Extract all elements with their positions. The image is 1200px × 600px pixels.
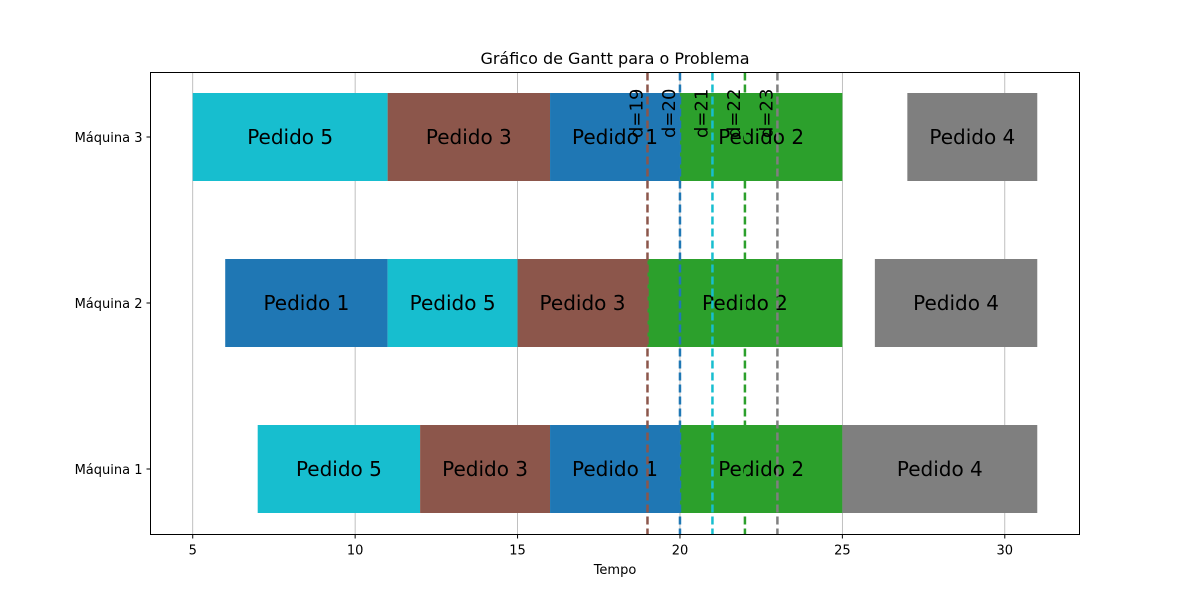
gantt-bar [907, 93, 1038, 181]
gantt-bar [874, 259, 1038, 347]
gantt-bar-label: Pedido 5 [296, 457, 382, 481]
deadline-label: d=21 [691, 89, 712, 138]
bar-layer: Pedido 5 Pedido 3 Pedido 1 Pedido 2 Pedido 4… [192, 93, 1038, 513]
gantt-bar-label: Pedido 4 [913, 291, 999, 315]
x-tick-label: 10 [347, 544, 364, 559]
gantt-bar-label: Pedido 1 [572, 457, 658, 481]
gantt-bar-label: Pedido 3 [442, 457, 528, 481]
gantt-bar-label: Pedido 4 [897, 457, 983, 481]
gantt-bar-label: Pedido 5 [410, 291, 496, 315]
gantt-bar-label: Pedido 1 [263, 291, 349, 315]
x-tick-label: 15 [509, 544, 526, 559]
gantt-bar [842, 425, 1038, 513]
x-tick-label: 25 [834, 544, 851, 559]
gantt-bar [192, 93, 388, 181]
gantt-bar [387, 259, 518, 347]
x-tick-label: 5 [189, 544, 197, 559]
deadline-label: d=19 [626, 89, 647, 138]
gantt-bar [225, 259, 388, 347]
x-tick-label: 30 [997, 544, 1014, 559]
deadline-label: d=22 [724, 89, 745, 138]
x-tick-label: 20 [672, 544, 689, 559]
gantt-bar-label: Pedido 3 [540, 291, 626, 315]
deadline-layer: d=19 d=20 d=21 d=22 d=23 [626, 72, 779, 535]
x-axis-label: Tempo [593, 563, 637, 578]
gantt-bar-label: Pedido 2 [718, 125, 804, 149]
chart-title: Gráfico de Gantt para o Problema [480, 49, 749, 68]
gantt-bar [550, 93, 680, 181]
gantt-bar-label: Pedido 4 [929, 125, 1015, 149]
gantt-bar [387, 93, 551, 181]
gantt-bar [679, 93, 843, 181]
gantt-bar [517, 259, 648, 347]
y-tick-label: Máquina 2 [75, 297, 143, 312]
gantt-bar-label: Pedido 5 [247, 125, 333, 149]
axis-layer: 5 10 15 20 25 30 Máquina 1 Máquina 2 Máquina 3 [75, 131, 1013, 559]
deadline-label: d=20 [659, 89, 680, 138]
gantt-bar [679, 425, 843, 513]
gantt-bar [420, 425, 551, 513]
gantt-bar [257, 425, 421, 513]
y-tick-label: Máquina 1 [75, 463, 143, 478]
y-tick-label: Máquina 3 [75, 131, 143, 146]
gantt-bar-label: Pedido 1 [572, 125, 658, 149]
gantt-bar [550, 425, 680, 513]
deadline-label: d=23 [756, 89, 777, 138]
gantt-bar-label: Pedido 3 [426, 125, 512, 149]
gantt-bar-label: Pedido 2 [718, 457, 804, 481]
